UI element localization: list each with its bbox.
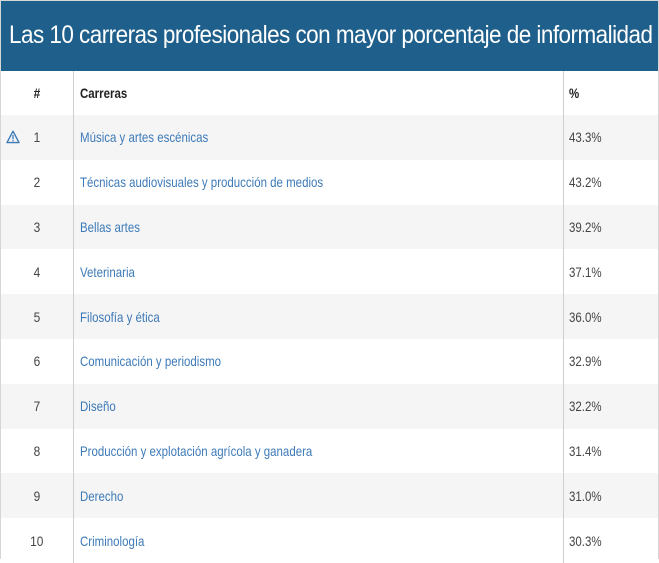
row-index: 3 [33,218,41,235]
table-header-row: # Carreras % [1,71,658,115]
career-link[interactable]: Comunicación y periodismo [79,353,221,370]
career-link[interactable]: Veterinaria [79,263,135,280]
row-index: 4 [33,263,41,280]
career-cell: Bellas artes [73,204,564,250]
career-link[interactable]: Producción y explotación agrícola y gana… [79,442,312,459]
percent-cell: 31.4% [563,428,658,474]
percent-cell: 31.0% [563,473,658,519]
career-link[interactable]: Diseño [79,398,116,415]
careers-table: # Carreras % 1 Música y artes escénicas … [1,71,658,563]
percent-value: 39.2% [568,218,602,235]
percent-cell: 32.9% [563,338,658,384]
career-link[interactable]: Criminología [79,532,144,549]
warning-triangle-icon [6,130,20,144]
career-link[interactable]: Filosofía y ética [79,308,160,325]
percent-cell: 30.3% [563,518,658,563]
career-cell: Técnicas audiovisuales y producción de m… [73,159,564,205]
percent-cell: 43.3% [563,115,658,160]
row-index-cell: 9 [1,473,74,519]
career-cell: Veterinaria [73,249,564,295]
percent-value: 43.2% [568,174,602,191]
career-cell: Derecho [73,473,564,519]
title-bar: Las 10 carreras profesionales con mayor … [1,1,658,71]
percent-value: 32.9% [568,353,602,370]
table-row: 4 Veterinaria 37.1% [1,249,658,295]
row-index: 5 [33,308,41,325]
row-index: 10 [30,532,44,549]
percent-value: 31.4% [568,442,602,459]
percent-cell: 43.2% [563,159,658,205]
career-link[interactable]: Música y artes escénicas [79,129,208,146]
table-row: 5 Filosofía y ética 36.0% [1,294,658,339]
column-header-careers[interactable]: Carreras [73,71,564,115]
table-row: 1 Música y artes escénicas 43.3% [1,115,658,160]
career-cell: Filosofía y ética [73,294,564,339]
career-cell: Criminología [73,518,564,563]
percent-value: 43.3% [568,129,602,146]
row-index-cell: 6 [1,338,74,384]
career-cell: Comunicación y periodismo [73,338,564,384]
percent-cell: 37.1% [563,249,658,295]
row-index-cell: 3 [1,204,74,250]
career-link[interactable]: Técnicas audiovisuales y producción de m… [79,174,323,191]
row-index: 8 [33,442,41,459]
row-index-cell: 4 [1,249,74,295]
row-index: 7 [33,398,41,415]
table-row: 6 Comunicación y periodismo 32.9% [1,338,658,384]
column-header-percent[interactable]: % [568,85,579,101]
career-cell: Música y artes escénicas [73,115,564,160]
percent-cell: 32.2% [563,383,658,429]
row-index-cell: 10 [1,518,74,563]
career-cell: Diseño [73,383,564,429]
row-index: 2 [33,174,41,191]
row-index: 9 [33,487,41,504]
row-index-cell: 2 [1,159,74,205]
percent-value: 32.2% [568,398,602,415]
table-row: 9 Derecho 31.0% [1,473,658,519]
percent-cell: 39.2% [563,204,658,250]
percent-value: 31.0% [568,487,602,504]
career-cell: Producción y explotación agrícola y gana… [73,428,564,474]
percent-value: 30.3% [568,532,602,549]
row-index: 1 [33,129,41,146]
row-index-cell: 1 [1,115,74,160]
career-link[interactable]: Derecho [79,487,123,504]
table-row: 7 Diseño 32.2% [1,383,658,429]
row-index-cell: 7 [1,383,74,429]
column-header-index[interactable]: # [1,71,74,115]
table-row: 2 Técnicas audiovisuales y producción de… [1,159,658,205]
row-index-cell: 5 [1,294,74,339]
percent-value: 37.1% [568,263,602,280]
page-title: Las 10 carreras profesionales con mayor … [9,21,653,49]
percent-value: 36.0% [568,308,602,325]
table-row: 10 Criminología 30.3% [1,518,658,563]
percent-cell: 36.0% [563,294,658,339]
career-link[interactable]: Bellas artes [79,218,140,235]
row-index-cell: 8 [1,428,74,474]
table-row: 8 Producción y explotación agrícola y ga… [1,428,658,474]
table-row: 3 Bellas artes 39.2% [1,204,658,250]
row-index: 6 [33,353,41,370]
